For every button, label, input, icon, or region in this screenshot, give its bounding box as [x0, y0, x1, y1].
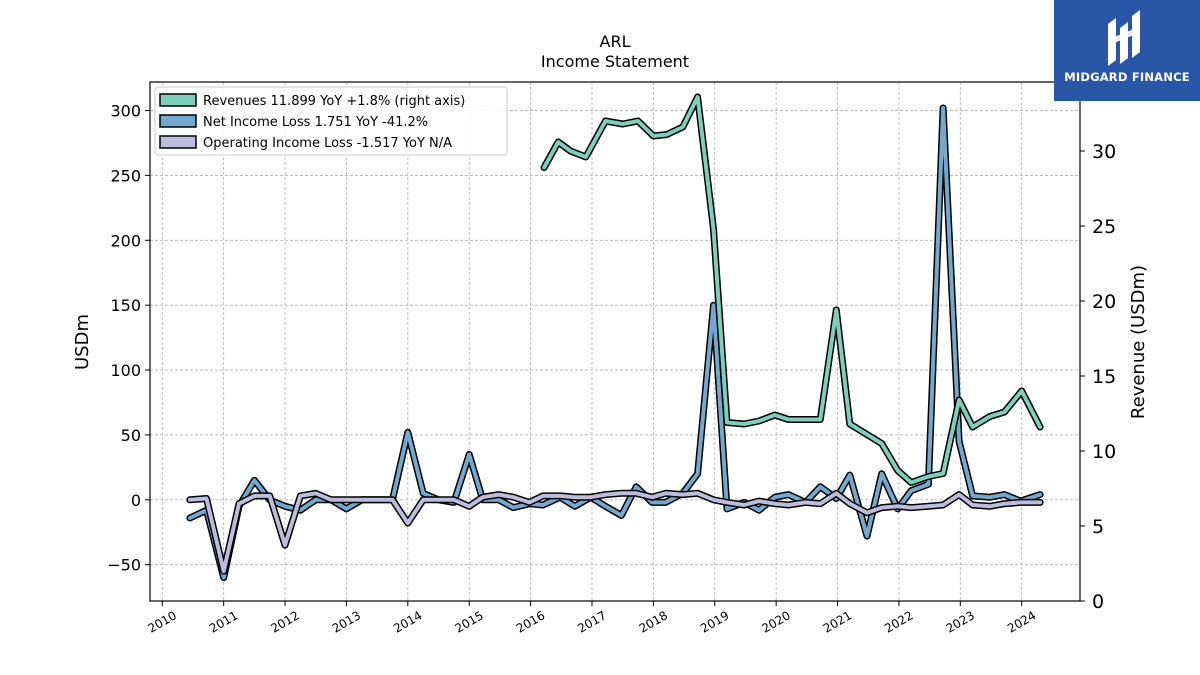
x-axis: 2010 2011 2012 2013 2014 2015 2016 2017 2018 2019…	[146, 601, 1038, 636]
y2-axis-label: Revenue (USDm)	[1128, 265, 1149, 419]
y2-tick-label: 25	[1092, 216, 1116, 238]
chart-subtitle: Income Statement	[541, 52, 689, 71]
y2-tick-label: 20	[1092, 291, 1116, 313]
right-axis: 0 5 10 15 20 25 30	[1080, 141, 1116, 613]
y2-tick-label: 5	[1092, 516, 1104, 538]
x-tick-label: 2014	[391, 608, 424, 635]
series-line	[542, 95, 1043, 485]
y-tick-label: 200	[110, 231, 141, 250]
brand-logo-icon	[1108, 10, 1140, 66]
chart-title: ARL	[600, 32, 631, 51]
y-tick-label: 150	[110, 296, 141, 315]
x-tick-label: 2021	[821, 608, 854, 635]
x-tick-label: 2019	[698, 608, 731, 635]
y-tick-label: 100	[110, 361, 141, 380]
legend-swatch-net-income	[159, 114, 197, 128]
x-tick-label: 2011	[207, 608, 240, 635]
left-axis: −50 0 50 100 150 200 250 300	[107, 102, 150, 575]
x-tick-label: 2016	[514, 608, 547, 635]
legend-swatch-revenues	[159, 93, 197, 107]
legend-label-operating-income: Operating Income Loss -1.517 YoY N/A	[203, 136, 452, 151]
y-tick-label: −50	[107, 556, 141, 575]
y-tick-label: 50	[121, 426, 141, 445]
plot-frame	[149, 81, 1081, 602]
x-tick-label: 2015	[452, 608, 485, 635]
x-tick-label: 2020	[759, 608, 792, 635]
legend-label-revenues: Revenues 11.899 YoY +1.8% (right axis)	[203, 94, 465, 109]
series-lines	[186, 93, 1044, 582]
brand-logo: MIDGARD FINANCE	[1054, 0, 1200, 101]
x-tick-label: 2013	[330, 608, 363, 635]
y2-tick-label: 10	[1092, 441, 1116, 463]
brand-logo-text: MIDGARD FINANCE	[1064, 70, 1190, 84]
y2-tick-label: 15	[1092, 366, 1116, 388]
x-tick-label: 2012	[268, 608, 301, 635]
y-tick-label: 0	[131, 491, 141, 510]
x-tick-label: 2024	[1005, 608, 1038, 635]
x-tick-label: 2018	[637, 608, 670, 635]
x-tick-label: 2022	[882, 608, 915, 635]
y2-tick-label: 0	[1092, 591, 1104, 613]
legend: Revenues 11.899 YoY +1.8% (right axis) N…	[154, 86, 508, 156]
gridlines	[150, 82, 1080, 601]
y-tick-label: 250	[110, 166, 141, 185]
y-tick-label: 300	[110, 102, 141, 121]
series-outline	[540, 93, 1044, 486]
y2-tick-label: 30	[1092, 141, 1116, 163]
x-tick-label: 2023	[944, 608, 977, 635]
y-axis-label: USDm	[72, 314, 93, 370]
x-tick-label: 2017	[575, 608, 608, 635]
x-tick-label: 2010	[146, 608, 179, 635]
legend-swatch-operating-income	[159, 135, 197, 149]
legend-label-net-income: Net Income Loss 1.751 YoY -41.2%	[203, 115, 428, 130]
series-outline	[186, 489, 1044, 575]
series-line	[187, 491, 1043, 574]
legend-box	[154, 86, 508, 156]
